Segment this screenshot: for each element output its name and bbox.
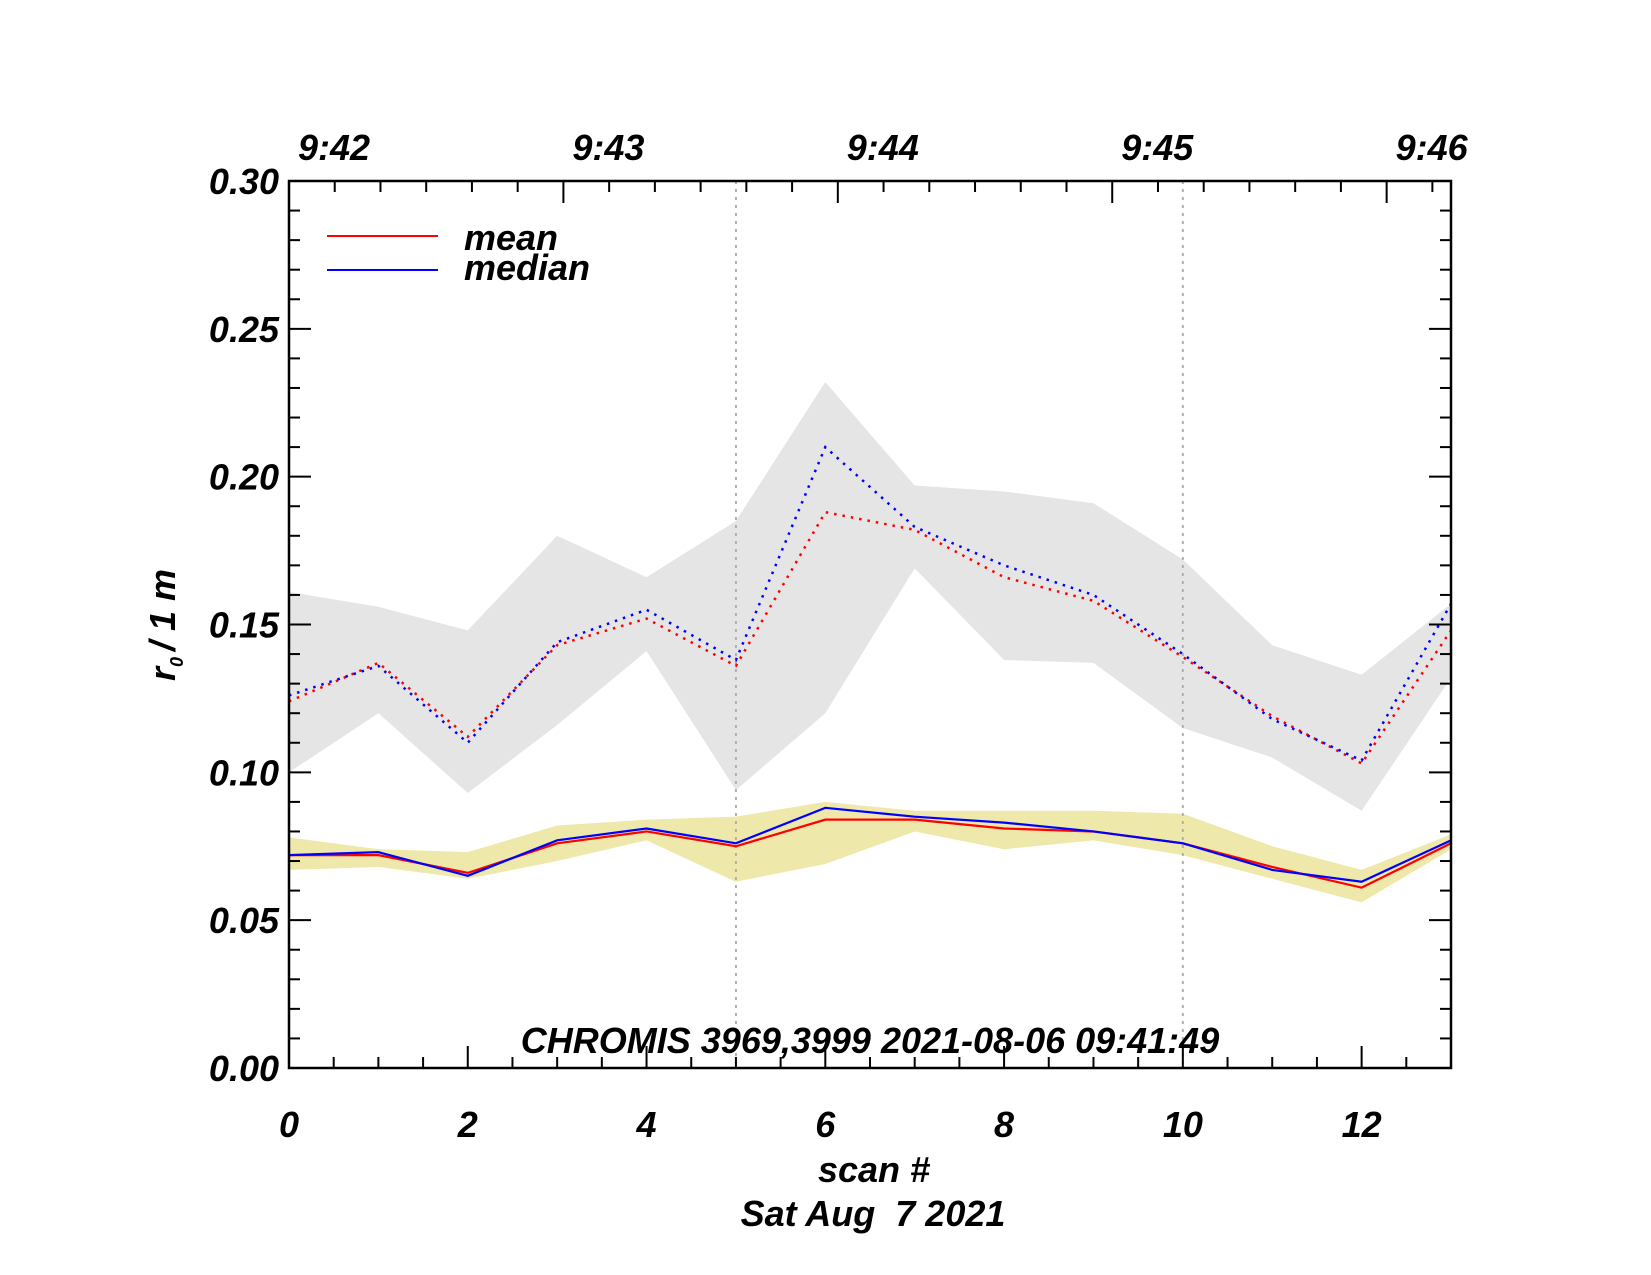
series-mean: [289, 818, 1452, 889]
x-tick-label: 8: [994, 1104, 1014, 1145]
band-lower-group-range: [289, 801, 1451, 903]
y-axis-title-rest: / 1 m: [142, 569, 183, 653]
x-tick-label: 2: [457, 1104, 478, 1145]
series-lines: [288, 445, 1453, 889]
axis-ticks: [288, 180, 1452, 1069]
top-time-label: 9:44: [847, 127, 919, 168]
y-tick-label: 0.15: [209, 605, 280, 646]
top-time-labels: 9:42 9:43 9:44 9:45 9:46: [298, 127, 1469, 168]
instrument-annotation: CHROMIS 3969,3999 2021-08-06 09:41:49: [521, 1020, 1219, 1061]
top-time-label: 9:42: [298, 127, 370, 168]
x-tick-label: 6: [815, 1104, 836, 1145]
series-median: [288, 806, 1452, 883]
x-tick-label: 12: [1342, 1104, 1382, 1145]
legend-label-mean: mean: [464, 217, 558, 258]
y-tick-label: 0.30: [209, 161, 279, 202]
y-tick-label: 0.00: [209, 1048, 279, 1089]
band-upper-group-range: [289, 382, 1451, 811]
top-time-label: 9:46: [1396, 127, 1469, 168]
x-axis-date: Sat Aug 7 2021: [741, 1193, 1006, 1234]
svg-text:r0/ 1 m: r0 / 1 m: [142, 569, 187, 681]
legend-label-median: median: [464, 247, 590, 288]
top-time-label: 9:45: [1121, 127, 1194, 168]
y-tick-label: 0.10: [209, 752, 279, 793]
series-median-dotted: [288, 445, 1453, 763]
x-tick-labels: 0 2 4 6 8 10 12: [279, 1104, 1382, 1145]
y-tick-label: 0.25: [209, 309, 280, 350]
x-axis-title: scan #: [818, 1149, 930, 1190]
y-axis-title: r0 / 1 m: [142, 569, 187, 681]
y-tick-label: 0.20: [209, 457, 279, 498]
x-tick-label: 0: [279, 1104, 299, 1145]
legend: mean median: [327, 217, 590, 288]
range-bands: [289, 382, 1451, 903]
top-time-label: 9:43: [572, 127, 644, 168]
y-tick-label: 0.05: [209, 900, 280, 941]
x-tick-label: 10: [1163, 1104, 1203, 1145]
y-tick-labels: 0.00 0.05 0.10 0.15 0.20 0.25 0.30: [209, 161, 280, 1089]
y-axis-title-main: r: [142, 665, 183, 681]
x-tick-label: 4: [636, 1104, 657, 1145]
y-axis-title-subscript: 0: [167, 657, 187, 667]
